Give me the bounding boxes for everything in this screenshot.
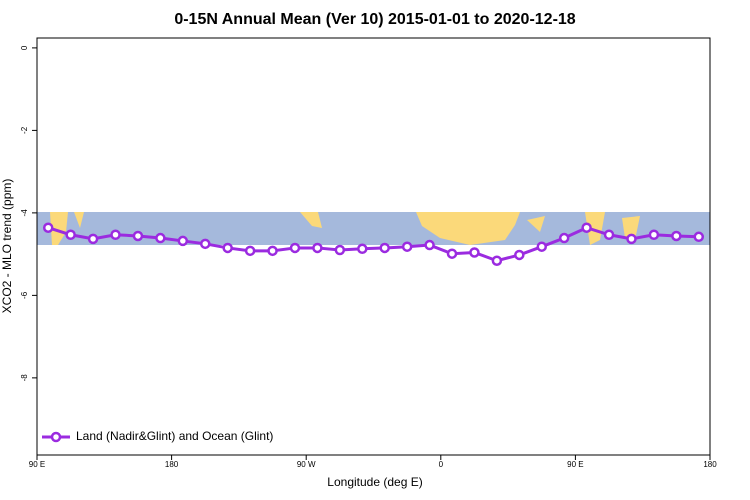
- map-background: [37, 212, 710, 245]
- data-point: [200, 238, 211, 250]
- data-point: [469, 247, 480, 258]
- legend-marker: [50, 431, 62, 443]
- data-point: [491, 255, 503, 266]
- data-point: [581, 222, 592, 233]
- data-point: [132, 230, 144, 242]
- y-tick-label: -4: [20, 209, 29, 217]
- data-point: [289, 242, 301, 254]
- plot-frame: [36, 37, 711, 456]
- data-point: [65, 229, 76, 240]
- x-tick-label: 90 E: [29, 460, 45, 469]
- legend-label: Land (Nadir&Glint) and Ocean (Glint): [76, 429, 273, 443]
- y-axis-label: XCO2 - MLO trend (ppm): [0, 179, 14, 314]
- x-tick-label: 90 W: [297, 460, 316, 469]
- data-point: [693, 231, 705, 243]
- land: [622, 216, 640, 240]
- data-point: [42, 222, 54, 233]
- x-tick-label: 90 E: [567, 460, 583, 469]
- data-point: [446, 248, 458, 259]
- data-point: [379, 242, 390, 254]
- land: [527, 216, 545, 232]
- y-tick-label: -6: [20, 291, 29, 299]
- data-point: [334, 244, 346, 256]
- data-point: [110, 229, 121, 240]
- data-point: [312, 242, 323, 254]
- data-point: [267, 245, 278, 257]
- x-tick-label: 180: [703, 460, 717, 469]
- x-tick-label: 0: [439, 460, 444, 469]
- data-point: [626, 233, 637, 245]
- data-point: [648, 229, 660, 240]
- x-axis-label: Longitude (deg E): [327, 475, 422, 489]
- data-point: [671, 230, 682, 242]
- data-point: [514, 249, 525, 261]
- data-point: [244, 245, 256, 257]
- land: [50, 212, 68, 245]
- land: [585, 212, 605, 245]
- data-point: [558, 232, 570, 244]
- data-point: [222, 242, 233, 254]
- data-point: [155, 232, 166, 244]
- data-point: [357, 243, 368, 255]
- data-point: [177, 235, 189, 247]
- data-point: [536, 241, 547, 252]
- x-tick-label: 180: [165, 460, 179, 469]
- land: [416, 212, 520, 245]
- land: [300, 212, 322, 228]
- y-tick-label: -2: [20, 126, 29, 134]
- land: [74, 212, 84, 228]
- data-point: [401, 241, 413, 252]
- data-point: [603, 229, 615, 240]
- data-point: [424, 239, 435, 251]
- chart-title: 0-15N Annual Mean (Ver 10) 2015-01-01 to…: [174, 11, 575, 28]
- y-tick-label: 0: [20, 45, 29, 50]
- y-tick-label: -8: [20, 374, 29, 382]
- data-point: [87, 233, 99, 245]
